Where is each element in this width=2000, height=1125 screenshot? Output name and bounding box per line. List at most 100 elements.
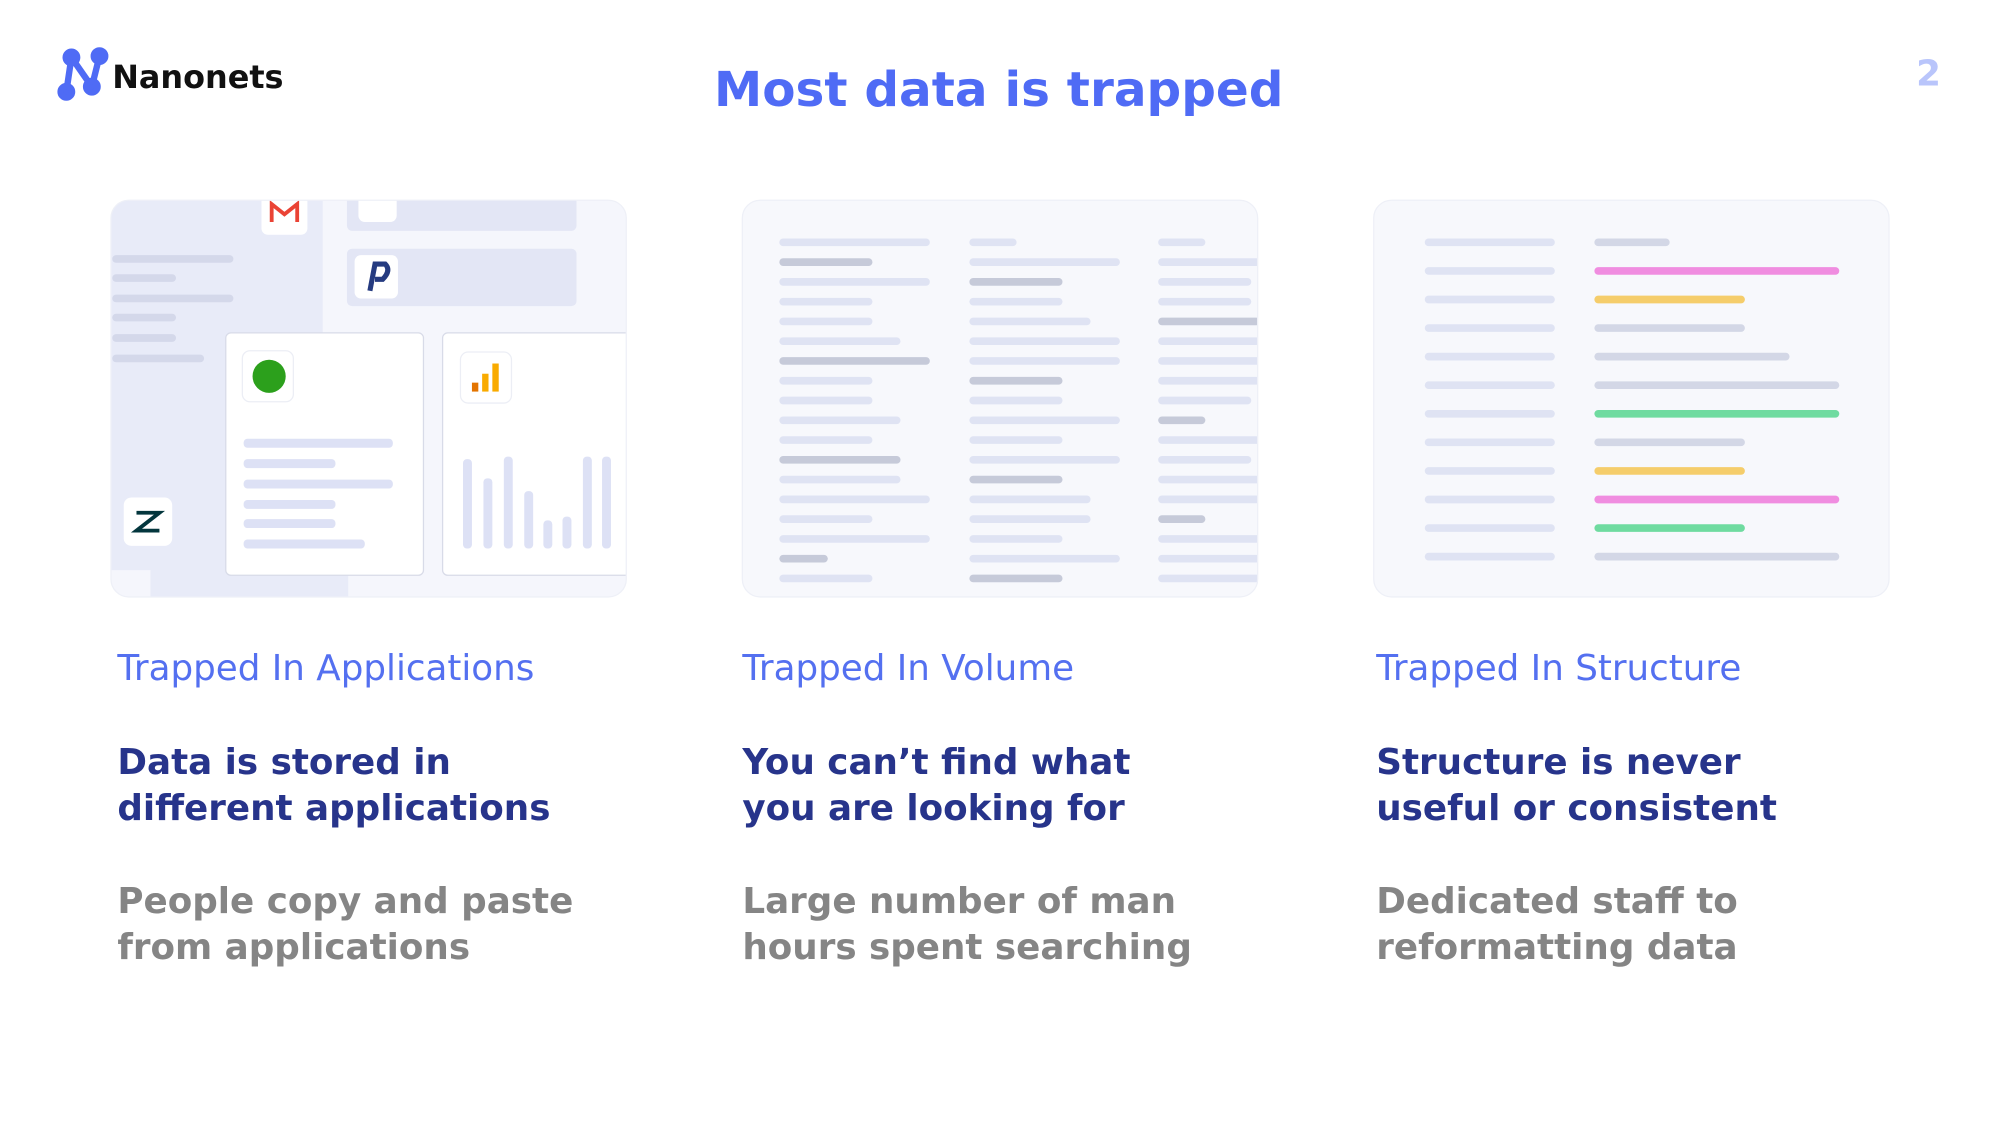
page-number: 2 (1916, 53, 1941, 94)
placeholder-line (1158, 337, 1258, 346)
placeholder-line (1424, 267, 1555, 275)
placeholder-line (779, 396, 873, 405)
placeholder-line (1594, 295, 1745, 304)
placeholder-line (1158, 416, 1206, 425)
placeholder-line (1158, 278, 1252, 286)
placeholder-line (1158, 238, 1206, 247)
placeholder-line (1594, 267, 1840, 275)
placeholder-line (969, 416, 1120, 425)
placeholder-line (1594, 409, 1840, 418)
column-description: Dedicated staff to (1376, 881, 1738, 922)
placeholder-line (969, 337, 1120, 346)
placeholder-line (969, 238, 1017, 247)
placeholder-line (779, 554, 828, 563)
logo-text: Nanonets (112, 58, 283, 96)
slide-title: Most data is trapped (714, 62, 1283, 118)
card-border (1373, 199, 1890, 598)
placeholder-line (969, 317, 1091, 326)
placeholder-line (969, 297, 1063, 306)
column-description: Large number of man (742, 881, 1176, 922)
placeholder-line (1594, 238, 1670, 247)
placeholder-line (779, 475, 901, 484)
logo-mark (57, 47, 109, 101)
placeholder-line (779, 574, 873, 583)
column-subtitle: different applications (117, 788, 550, 829)
placeholder-line (969, 515, 1091, 523)
applications-illustration (110, 200, 627, 597)
placeholder-line (1594, 467, 1745, 475)
placeholder-line (969, 376, 1063, 385)
column-description: hours spent searching (742, 927, 1192, 968)
placeholder-line (779, 515, 873, 523)
placeholder-line (779, 455, 901, 464)
placeholder-line (779, 258, 873, 266)
placeholder-line (779, 297, 873, 306)
placeholder-line (1594, 352, 1790, 361)
placeholder-line (779, 337, 901, 346)
placeholder-line (1158, 258, 1258, 266)
placeholder-line (969, 475, 1063, 484)
placeholder-line (1158, 436, 1258, 444)
placeholder-line (969, 455, 1120, 464)
placeholder-line (1424, 409, 1555, 418)
placeholder-line (1158, 357, 1258, 365)
placeholder-line (1424, 495, 1555, 504)
placeholder-line (1424, 438, 1555, 447)
placeholder-line (1424, 352, 1555, 361)
column-heading: Trapped In Volume (741, 648, 1074, 689)
placeholder-line (1158, 396, 1252, 405)
placeholder-line (779, 535, 930, 543)
placeholder-line (969, 574, 1063, 583)
placeholder-line (1424, 238, 1555, 247)
placeholder-line (1158, 475, 1258, 484)
placeholder-line (1424, 324, 1555, 332)
placeholder-line (1158, 376, 1258, 385)
placeholder-line (1158, 554, 1258, 563)
placeholder-line (969, 278, 1063, 286)
card-border (110, 199, 627, 598)
placeholder-line (1594, 524, 1745, 532)
column-subtitle: You can’t find what (741, 742, 1130, 783)
placeholder-line (1424, 552, 1555, 561)
placeholder-line (969, 495, 1091, 504)
column-description: People copy and paste (117, 881, 573, 922)
placeholder-line (1424, 295, 1555, 304)
placeholder-line (969, 436, 1063, 444)
column-description: reformatting data (1376, 927, 1737, 968)
placeholder-line (1594, 495, 1840, 504)
placeholder-line (969, 535, 1063, 543)
column-heading: Trapped In Applications (116, 648, 534, 689)
placeholder-line (1158, 455, 1252, 464)
column-subtitle: useful or consistent (1376, 788, 1777, 829)
placeholder-line (969, 554, 1120, 563)
placeholder-line (1594, 438, 1745, 447)
placeholder-line (1158, 574, 1258, 583)
placeholder-line (1158, 297, 1252, 306)
placeholder-line (1424, 467, 1555, 475)
placeholder-line (779, 357, 930, 365)
column-subtitle: Data is stored in (117, 742, 451, 783)
placeholder-line (1424, 381, 1555, 390)
placeholder-line (1158, 495, 1258, 504)
placeholder-line (779, 416, 901, 425)
column-heading: Trapped In Structure (1375, 648, 1741, 689)
placeholder-line (969, 357, 1120, 365)
placeholder-line (1158, 317, 1258, 326)
placeholder-line (779, 376, 873, 385)
placeholder-line (969, 258, 1120, 266)
placeholder-line (779, 238, 930, 247)
placeholder-line (1594, 552, 1840, 561)
column-subtitle: you are looking for (742, 788, 1125, 829)
placeholder-line (1424, 524, 1555, 532)
placeholder-line (779, 495, 930, 504)
column-subtitle: Structure is never (1376, 742, 1741, 783)
card-border (741, 199, 1259, 598)
placeholder-line (1158, 535, 1258, 543)
placeholder-line (779, 317, 873, 326)
placeholder-line (1158, 515, 1206, 523)
placeholder-line (969, 396, 1063, 405)
placeholder-line (779, 278, 930, 286)
placeholder-line (779, 436, 873, 444)
